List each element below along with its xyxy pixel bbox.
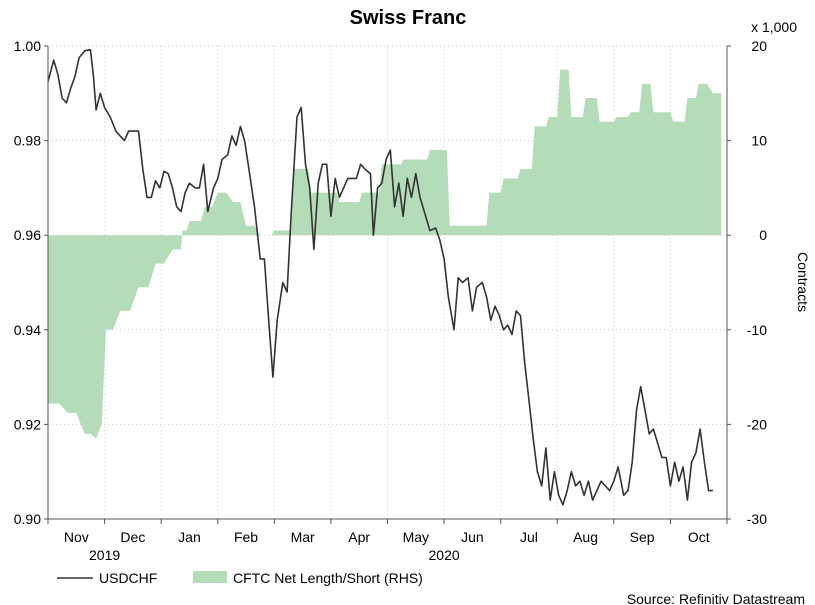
month-label: Dec xyxy=(120,529,145,545)
right-tick-label: 10 xyxy=(751,133,767,149)
cftc-area-path xyxy=(48,69,722,439)
right-tick-label: -20 xyxy=(747,416,767,432)
year-label: 2020 xyxy=(429,547,460,563)
month-label: Sep xyxy=(630,529,655,545)
right-axis: -30 -20 -10 0 10 20 xyxy=(727,38,767,527)
month-label: Oct xyxy=(688,529,710,545)
right-tick-label: 20 xyxy=(751,38,767,54)
source-note: Source: Refinitiv Datastream xyxy=(627,591,805,605)
left-tick-label: 1.00 xyxy=(14,38,41,54)
left-tick-label: 0.92 xyxy=(14,416,41,432)
month-label: May xyxy=(403,529,429,545)
month-label: Feb xyxy=(234,529,258,545)
right-tick-label: -10 xyxy=(747,322,767,338)
usdchf-line xyxy=(47,49,713,506)
right-tick-label: -30 xyxy=(747,511,767,527)
year-label: 2019 xyxy=(89,547,120,563)
month-label: Jun xyxy=(461,529,484,545)
left-tick-label: 0.94 xyxy=(14,322,41,338)
month-label: Jan xyxy=(178,529,201,545)
legend: USDCHF CFTC Net Length/Short (RHS) xyxy=(57,570,423,586)
right-tick-label: 0 xyxy=(759,227,767,243)
x-axis: Nov Dec Jan Feb Mar Apr May Jun Jul Aug Sep Oct 2019… xyxy=(47,519,728,563)
chart-title: Swiss Franc xyxy=(350,7,467,29)
left-tick-label: 0.96 xyxy=(14,227,41,243)
cftc-area xyxy=(48,69,722,439)
month-label: Mar xyxy=(291,529,315,545)
left-tick-label: 0.90 xyxy=(14,511,41,527)
legend-cftc: CFTC Net Length/Short (RHS) xyxy=(233,570,423,586)
left-axis: 0.90 0.92 0.94 0.96 0.98 1.00 xyxy=(14,38,48,527)
legend-usdchf: USDCHF xyxy=(99,570,157,586)
left-tick-label: 0.98 xyxy=(14,133,41,149)
month-label: Apr xyxy=(348,529,370,545)
right-axis-unit: x 1,000 xyxy=(751,19,797,35)
right-axis-title: Contracts xyxy=(795,252,811,312)
legend-area-swatch xyxy=(193,571,227,583)
usdchf-line-path xyxy=(47,49,713,506)
month-label: Nov xyxy=(64,529,89,545)
month-label: Jul xyxy=(520,529,538,545)
month-label: Aug xyxy=(573,529,598,545)
